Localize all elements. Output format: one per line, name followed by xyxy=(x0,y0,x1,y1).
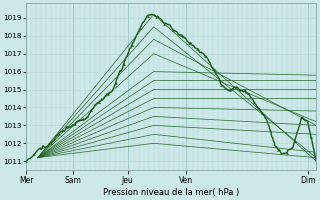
X-axis label: Pression niveau de la mer( hPa ): Pression niveau de la mer( hPa ) xyxy=(103,188,239,197)
